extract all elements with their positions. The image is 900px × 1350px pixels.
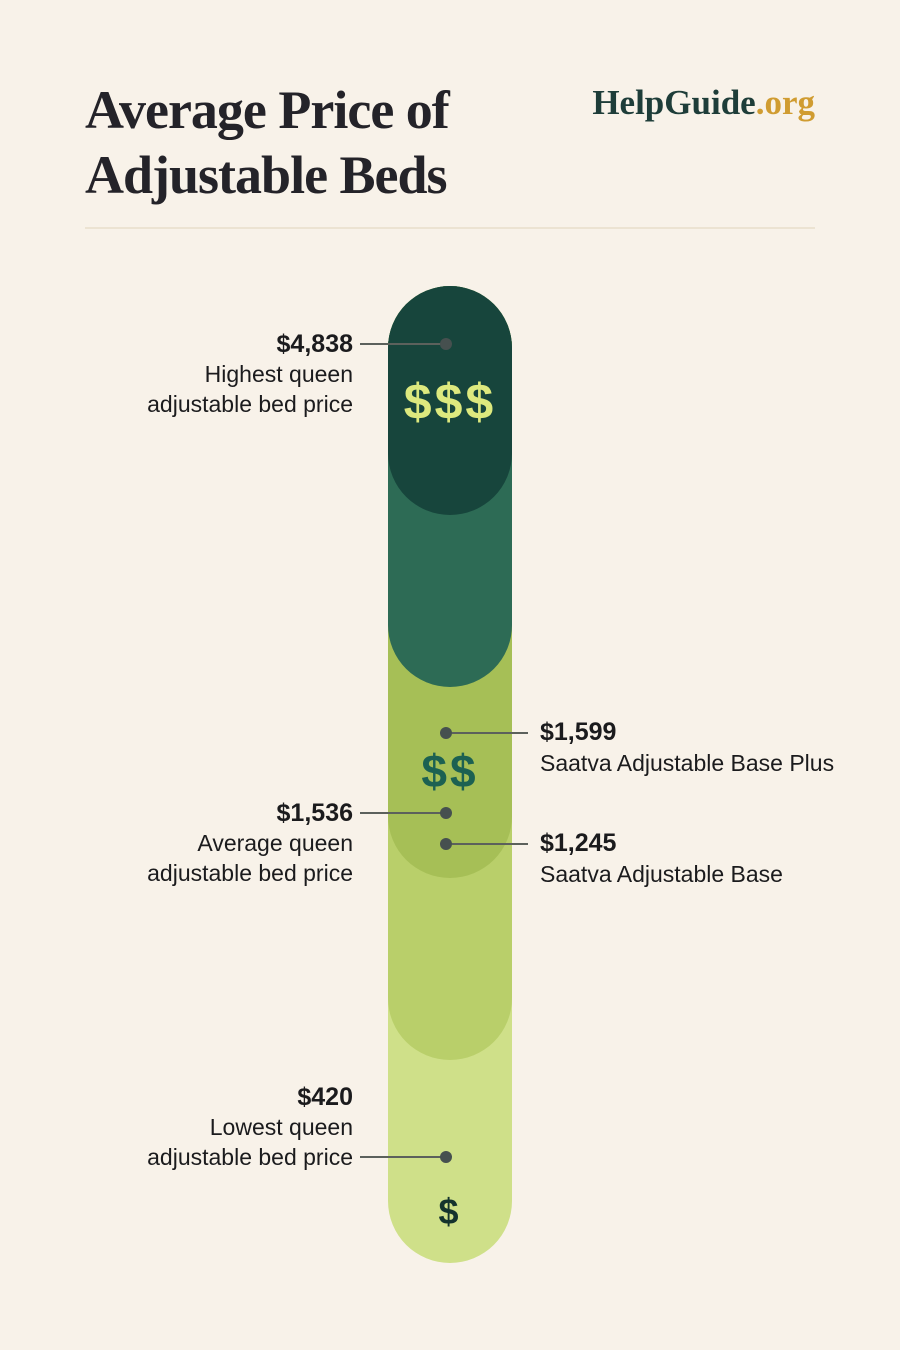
callout-desc-line1: Average queen <box>197 830 353 856</box>
page-title-line2: Adjustable Beds <box>85 145 448 205</box>
dollar-tier-high-icon: $$$ <box>403 374 497 430</box>
dollar-tier-low-icon: $ <box>438 1191 462 1232</box>
callout-saatva-base: $1,245 Saatva Adjustable Base <box>540 828 783 890</box>
callout-desc-line1: Highest queen <box>204 361 353 387</box>
callout-lowest-price: $420 Lowest queen adjustable bed price <box>147 1082 353 1172</box>
callout-saatva-base-plus: $1,599 Saatva Adjustable Base Plus <box>540 717 834 779</box>
logo-tld: .org <box>755 83 815 122</box>
callout-dot-average <box>440 807 452 819</box>
callout-dot-base-plus <box>440 727 452 739</box>
callout-value: $1,599 <box>540 718 617 746</box>
callout-dot-highest <box>440 338 452 350</box>
callout-average-price: $1,536 Average queen adjustable bed pric… <box>147 798 353 888</box>
page-title: Average Price of Adjustable Beds <box>85 78 450 208</box>
price-segment-high <box>388 286 512 515</box>
leader-line-average <box>360 812 444 814</box>
callout-value: $420 <box>297 1083 353 1111</box>
logo-name: HelpGuide <box>592 83 756 122</box>
leader-line-base <box>452 843 528 845</box>
callout-desc-line1: Saatva Adjustable Base Plus <box>540 750 835 776</box>
page-title-line1: Average Price of <box>85 80 450 140</box>
callout-desc-line2: adjustable bed price <box>147 1144 353 1170</box>
header-divider <box>85 227 815 229</box>
leader-line-lowest <box>360 1156 444 1158</box>
callout-value: $4,838 <box>276 330 353 358</box>
dollar-tier-mid-icon: $$ <box>421 745 479 797</box>
callout-highest-price: $4,838 Highest queen adjustable bed pric… <box>147 329 353 419</box>
callout-desc-line2: adjustable bed price <box>147 391 353 417</box>
callout-value: $1,245 <box>540 829 617 857</box>
callout-dot-lowest <box>440 1151 452 1163</box>
callout-desc-line2: adjustable bed price <box>147 860 353 886</box>
callout-value: $1,536 <box>276 799 353 827</box>
callout-dot-base <box>440 838 452 850</box>
callout-desc-line1: Lowest queen <box>209 1114 353 1140</box>
callout-desc-line1: Saatva Adjustable Base <box>540 861 783 887</box>
leader-line-highest <box>360 343 444 345</box>
leader-line-base-plus <box>452 732 528 734</box>
helpguide-logo: HelpGuide.org <box>592 84 815 122</box>
